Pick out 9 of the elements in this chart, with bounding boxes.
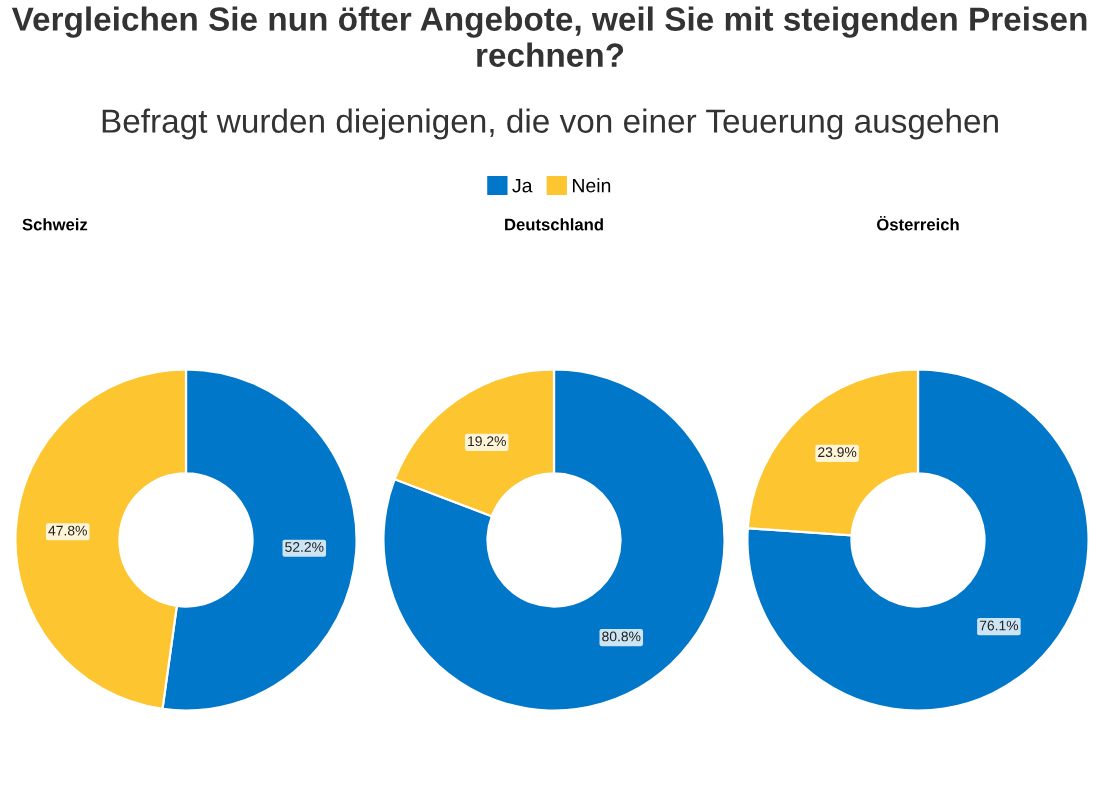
legend-label: Nein bbox=[572, 178, 611, 193]
donut-slice bbox=[746, 368, 1090, 712]
donut-slice bbox=[382, 368, 726, 712]
text: Schweiz bbox=[22, 218, 88, 231]
legend-label: Ja bbox=[512, 178, 533, 193]
text: Vergleichen Sie nun öfter Angebote, weil Sie mit steigenden Preisen rechnen? bbox=[11, 6, 1087, 67]
chart-title: Österreich bbox=[877, 216, 959, 231]
chart-title: Deutschland bbox=[505, 218, 603, 231]
text: Befragt wurden diejenigen, die von einer Teuerung ausgehen bbox=[102, 108, 998, 140]
